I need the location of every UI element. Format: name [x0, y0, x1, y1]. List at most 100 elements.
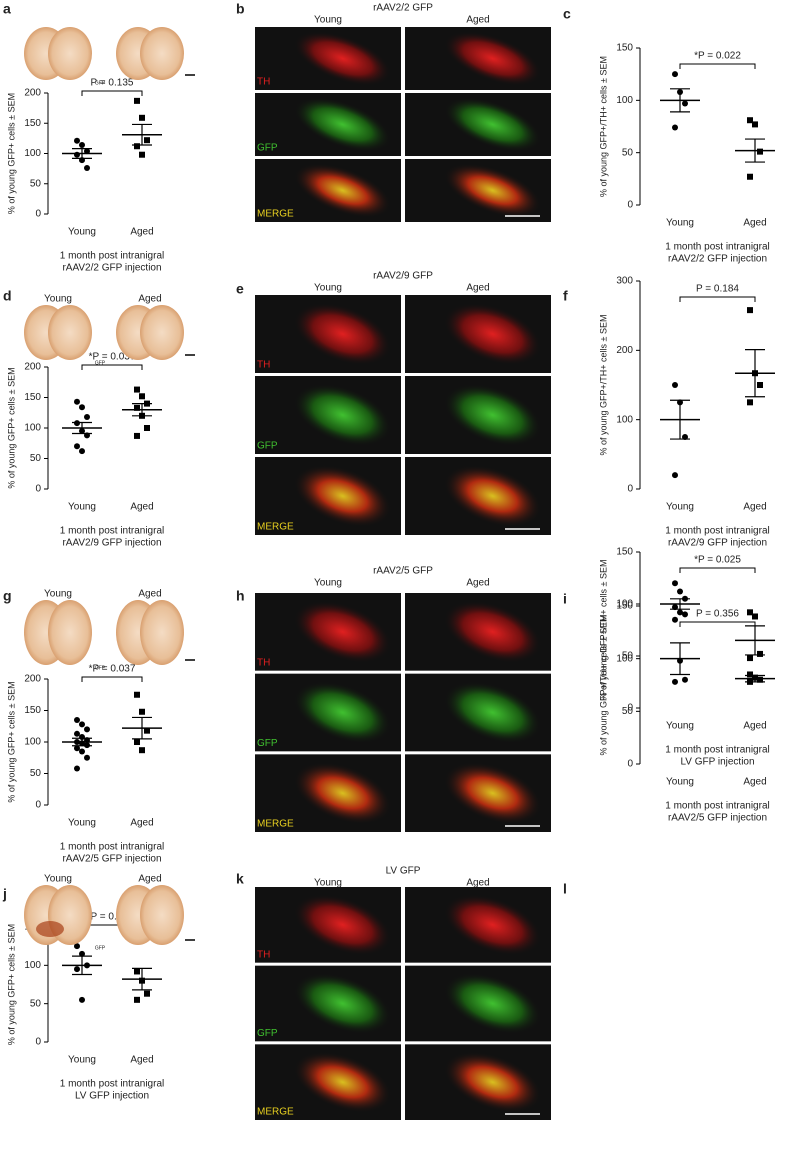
error-bar	[670, 598, 690, 610]
image-label: GFP	[95, 360, 106, 366]
y-tick-label: 0	[627, 200, 633, 211]
x-tick-label: Young	[68, 818, 96, 829]
row-label: MERGE	[257, 522, 294, 533]
data-point	[79, 996, 85, 1003]
data-point	[134, 968, 140, 975]
x-tick-label: Young	[666, 218, 694, 229]
caption: LV GFP injection	[680, 757, 754, 768]
row-label: TH	[257, 657, 270, 668]
p-value: P = 0.184	[696, 284, 739, 295]
row-label: GFP	[257, 441, 278, 452]
panel-letter: j	[2, 886, 7, 902]
brain-section	[48, 27, 92, 80]
data-point	[757, 148, 763, 155]
data-point	[682, 676, 688, 683]
data-point	[134, 739, 140, 745]
signal	[443, 1051, 542, 1113]
panel-letter: h	[236, 588, 245, 604]
data-point	[74, 730, 80, 737]
panel-letter: c	[563, 6, 571, 22]
data-point	[672, 580, 678, 587]
signal	[293, 383, 392, 447]
data-point	[677, 609, 683, 616]
data-point	[79, 721, 85, 728]
caption: rAAV2/2 GFP injection	[62, 263, 161, 274]
signal	[443, 973, 542, 1034]
data-point	[752, 613, 758, 620]
data-point	[84, 414, 90, 421]
y-tick-label: 150	[24, 118, 41, 129]
panel-letter: k	[236, 871, 244, 887]
signal	[443, 31, 542, 86]
y-tick-label: 100	[24, 737, 41, 748]
y-tick-label: 200	[616, 345, 633, 356]
signal	[293, 762, 392, 825]
data-point	[139, 747, 145, 754]
caption: rAAV2/5 GFP injection	[668, 813, 767, 824]
signal	[293, 894, 392, 956]
image-label: Young	[44, 589, 72, 600]
caption: rAAV2/9 GFP injection	[668, 538, 767, 549]
column-label: Aged	[466, 283, 489, 294]
data-point	[139, 114, 145, 121]
micrograph-title: rAAV2/2 GFP	[373, 3, 433, 14]
p-value: *P = 0.037	[89, 664, 136, 675]
y-axis-label: % of young GFP+/TH+ cells ± SEM	[598, 315, 608, 456]
p-value: P = 0.356	[696, 609, 739, 620]
data-point	[84, 742, 90, 749]
signal	[293, 163, 392, 218]
data-point	[672, 124, 678, 131]
caption: 1 month post intranigral	[60, 842, 165, 853]
y-tick-label: 50	[622, 651, 634, 662]
data-point	[757, 382, 763, 388]
data-point	[134, 386, 140, 393]
data-point	[79, 448, 85, 455]
y-tick-label: 100	[24, 423, 41, 434]
data-point	[144, 137, 150, 144]
column-label: Aged	[466, 878, 489, 889]
signal	[443, 97, 542, 152]
data-point	[747, 307, 753, 314]
y-tick-label: 150	[616, 43, 633, 54]
panel-letter: l	[563, 881, 567, 897]
y-axis-label: % of young GFP+ cells ± SEM	[6, 924, 16, 1045]
micrograph-title: rAAV2/5 GFP	[373, 566, 433, 577]
significance-bracket	[679, 621, 756, 627]
caption: 1 month post intranigral	[60, 1079, 165, 1090]
data-point	[672, 382, 678, 388]
y-tick-label: 150	[24, 392, 41, 403]
gfp-signal	[36, 921, 64, 937]
x-tick-label: Aged	[743, 721, 766, 732]
micrograph-title: LV GFP	[386, 866, 421, 877]
data-point	[79, 950, 85, 957]
column-label: Aged	[466, 578, 489, 589]
caption: 1 month post intranigral	[60, 251, 165, 262]
y-tick-label: 0	[627, 484, 633, 495]
significance-bracket	[679, 63, 756, 69]
x-tick-label: Young	[666, 777, 694, 788]
data-point	[672, 616, 678, 623]
data-point	[682, 611, 688, 618]
caption: LV GFP injection	[75, 1091, 149, 1102]
y-tick-label: 100	[24, 148, 41, 159]
panel-letter: e	[236, 281, 244, 297]
y-tick-label: 50	[30, 998, 42, 1009]
y-tick-label: 100	[616, 414, 633, 425]
y-tick-label: 100	[616, 653, 633, 664]
y-tick-label: 0	[35, 209, 41, 220]
signal	[293, 97, 392, 152]
panel-letter: i	[563, 591, 567, 607]
column-label: Young	[314, 878, 342, 889]
y-tick-label: 100	[616, 95, 633, 106]
signal	[293, 973, 392, 1034]
y-tick-label: 0	[35, 484, 41, 495]
brain-section	[140, 600, 184, 665]
y-tick-label: 200	[24, 88, 41, 99]
row-label: MERGE	[257, 819, 294, 830]
data-point	[74, 151, 80, 158]
row-label: MERGE	[257, 209, 294, 220]
data-point	[134, 143, 140, 150]
x-tick-label: Young	[666, 721, 694, 732]
image-label: Aged	[138, 589, 161, 600]
